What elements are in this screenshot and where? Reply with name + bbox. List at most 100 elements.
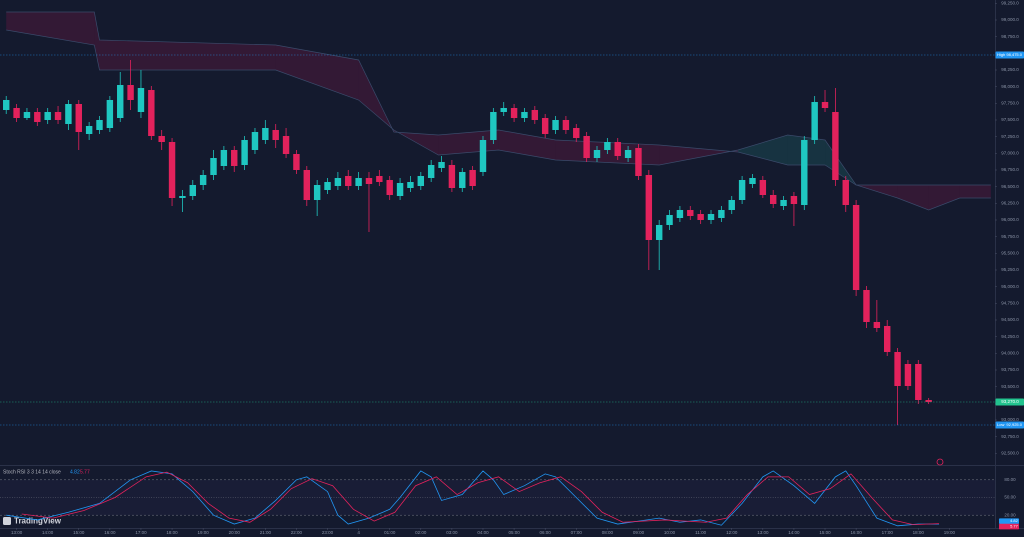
candle-body xyxy=(894,352,901,386)
candle-body xyxy=(738,180,746,200)
candle-body xyxy=(479,140,487,172)
x-tick-label: 19:00 xyxy=(198,530,210,535)
candle-body xyxy=(65,104,72,124)
candle-body xyxy=(728,200,735,210)
x-tick-label: 4 xyxy=(357,530,360,535)
candle-body xyxy=(801,140,808,205)
candle-body xyxy=(604,142,611,150)
candle-body xyxy=(666,215,673,225)
candle-body xyxy=(490,112,497,140)
candle-body xyxy=(832,112,839,180)
candle-body xyxy=(883,326,891,352)
value-box-label: 5.77 xyxy=(1010,524,1019,529)
x-tick-label: 17:00 xyxy=(135,530,147,535)
x-tick-label: 23:00 xyxy=(322,530,334,535)
x-tick-label: 22:00 xyxy=(291,530,303,535)
logo-text: TradingView xyxy=(14,517,62,526)
candle-body xyxy=(769,195,777,204)
candle-body xyxy=(231,150,238,166)
cloud-segment xyxy=(959,185,991,198)
candle-body xyxy=(137,88,145,112)
price-label-box xyxy=(995,398,1024,406)
cloud-segment xyxy=(928,185,960,210)
x-tick-label: 07:00 xyxy=(571,530,583,535)
y-tick-label: 80.00 xyxy=(1004,477,1016,482)
candle-body xyxy=(386,180,393,195)
candle-body xyxy=(168,142,176,198)
candle-body xyxy=(925,400,932,402)
price-label-box xyxy=(995,51,1024,59)
candle-body xyxy=(697,214,704,220)
candle-body xyxy=(345,176,352,186)
y-tick-label: 96,250.0 xyxy=(1001,201,1019,206)
candle-body xyxy=(541,118,549,134)
candle-body xyxy=(313,185,321,200)
candle-body xyxy=(687,210,694,216)
logo-icon xyxy=(3,517,11,525)
candle-body xyxy=(427,165,435,178)
candle-body xyxy=(583,136,590,158)
y-tick-label: 20.00 xyxy=(1004,512,1016,517)
candle-body xyxy=(106,100,114,128)
candle-body xyxy=(759,180,767,195)
x-tick-label: 09:00 xyxy=(633,530,645,535)
y-tick-label: 95,250.0 xyxy=(1001,267,1019,272)
y-tick-label: 99,250.0 xyxy=(1001,1,1019,6)
candle-body xyxy=(127,85,134,100)
candle-body xyxy=(624,150,632,158)
logo: TradingView xyxy=(3,517,62,526)
candle-body xyxy=(96,120,103,130)
x-tick-label: 16:00 xyxy=(104,530,116,535)
candle-body xyxy=(821,102,829,108)
candle-body xyxy=(54,112,62,120)
y-tick-label: 97,000.0 xyxy=(1001,151,1019,156)
x-tick-label: 13:00 xyxy=(11,530,23,535)
x-tick-label: 14:00 xyxy=(788,530,800,535)
y-tick-label: 94,750.0 xyxy=(1001,301,1019,306)
x-tick-label: 04:00 xyxy=(477,530,489,535)
candle-body xyxy=(179,196,186,198)
price-label-text: High xyxy=(997,52,1005,57)
value-box xyxy=(999,523,1019,530)
x-tick-label: 20:00 xyxy=(229,530,241,535)
candle-body xyxy=(863,290,870,322)
candle-body xyxy=(282,136,290,154)
candle-body xyxy=(635,148,642,176)
y-tick-label: 97,750.0 xyxy=(1001,101,1019,106)
y-tick-label: 94,250.0 xyxy=(1001,334,1019,339)
y-tick-label: 93,500.0 xyxy=(1001,384,1019,389)
candle-body xyxy=(272,130,279,140)
value-box xyxy=(999,518,1019,524)
indicator-value: 4.82 xyxy=(70,469,80,475)
candle-body xyxy=(707,214,715,220)
y-tick-label: 95,000.0 xyxy=(1001,284,1019,289)
y-tick-label: 93,750.0 xyxy=(1001,367,1019,372)
x-tick-label: 10:00 xyxy=(664,530,676,535)
x-tick-label: 15:00 xyxy=(73,530,85,535)
stoch-line xyxy=(6,470,940,527)
alert-icon[interactable] xyxy=(936,458,944,466)
candle-body xyxy=(210,158,217,175)
candle-body xyxy=(44,112,51,120)
y-tick-label: 98,750.0 xyxy=(1001,34,1019,39)
candle-body xyxy=(220,150,228,166)
y-tick-label: 98,250.0 xyxy=(1001,67,1019,72)
candle-body xyxy=(562,120,570,130)
indicator-title: Stoch RSI 3 3 14 14 close xyxy=(3,469,61,475)
candle-body xyxy=(303,170,311,200)
candle-body xyxy=(417,176,425,186)
candle-body xyxy=(790,196,798,204)
price-label-value: 98,475.0 xyxy=(1006,52,1022,57)
x-tick-label: 03:00 xyxy=(446,530,458,535)
candle-body xyxy=(842,180,849,205)
candle-body xyxy=(334,178,342,186)
price-label-value: 92,925.0 xyxy=(1006,422,1022,427)
candle-body xyxy=(873,322,881,328)
candle-body xyxy=(852,205,860,290)
y-tick-label: 94,500.0 xyxy=(1001,317,1019,322)
price-label-box xyxy=(995,421,1024,429)
candle-body xyxy=(614,142,621,156)
candle-body xyxy=(531,110,539,120)
candle-body xyxy=(23,112,31,118)
